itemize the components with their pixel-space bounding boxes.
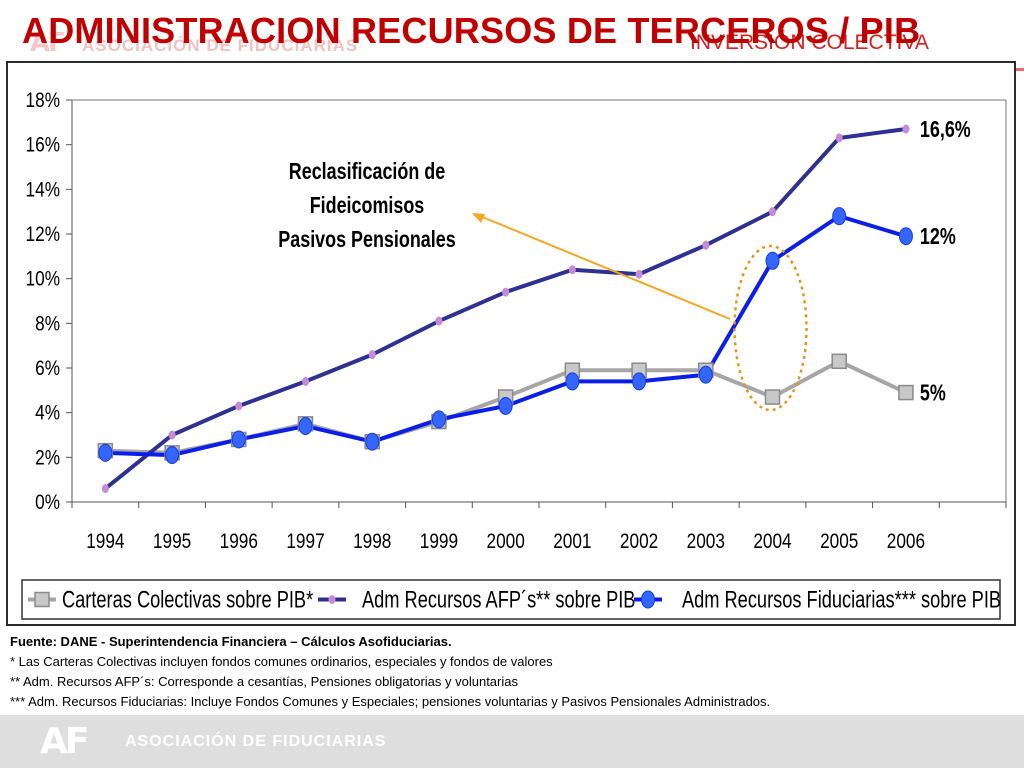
x-tick-label: 2002 [620, 531, 658, 554]
footnotes: Fuente: DANE - Superintendencia Financie… [10, 632, 1010, 712]
series-line-afp [104, 127, 907, 491]
line-chart: 0% 2% 4% 6% 8% 10% 12% 14% 16% 18% 1994 1995 1996 199… [21, 90, 1007, 620]
data-point-fiduciarias [898, 227, 913, 246]
footnote-fiduciarias: *** Adm. Recursos Fiduciarias: Incluye F… [10, 694, 771, 709]
series-line-fiduciarias [105, 214, 907, 458]
data-point-afp [835, 133, 843, 143]
legend-label: Carteras Colectivas sobre PIB* [62, 586, 313, 613]
y-tick-label: 10% [26, 268, 60, 291]
data-point-fiduciarias [632, 372, 647, 391]
page-title: ADMINISTRACION RECURSOS DE TERCEROS / PI… [22, 10, 921, 51]
data-point-afp [769, 207, 776, 217]
highlight-ellipse [733, 244, 808, 412]
y-tick-label: 18% [26, 90, 60, 113]
data-point-afp [435, 316, 443, 326]
data-point-fiduciarias [298, 417, 313, 436]
y-tick-label: 8% [35, 313, 60, 336]
y-tick-label: 4% [35, 402, 60, 425]
x-tick-label: 2001 [553, 531, 591, 554]
x-tick-label: 2004 [753, 531, 792, 554]
data-point-fiduciarias [98, 443, 113, 462]
y-tick-label: 12% [26, 224, 60, 247]
legend-swatch-marker [328, 595, 336, 604]
data-point-afp [101, 484, 109, 494]
end-label: 5% [920, 380, 946, 406]
annotation-arrowhead [472, 213, 485, 223]
source-note: Fuente: DANE - Superintendencia Financie… [10, 634, 452, 649]
data-point-afp [568, 265, 576, 275]
footer-bar: AF ASOCIACIÓN DE FIDUCIARIAS [0, 715, 1024, 768]
end-label: 12% [920, 224, 956, 250]
data-point-fiduciarias [765, 251, 780, 270]
legend-label: Adm Recursos AFP´s** sobre PIB [362, 586, 635, 613]
y-tick-label: 2% [35, 447, 60, 470]
slide-header: AF ASOCIACIÓN DE FIDUCIARIAS INVERSIÓN C… [0, 0, 1024, 62]
data-point-fiduciarias [698, 365, 713, 384]
annotation-text: Reclasificación de [289, 159, 445, 185]
data-point-fiduciarias [165, 446, 180, 465]
x-tick-label: 2003 [687, 531, 725, 554]
y-tick-label: 16% [26, 134, 60, 157]
data-point-fiduciarias [498, 396, 513, 415]
watermark-logo: AF [30, 28, 66, 58]
y-tick-label: 14% [26, 179, 60, 202]
footnote-afp: ** Adm. Recursos AFP´s: Corresponde a ce… [10, 674, 518, 689]
data-point-fiduciarias [231, 430, 246, 449]
data-point-carteras [764, 389, 781, 405]
annotation-arrow [479, 215, 731, 320]
watermark-text: ASOCIACIÓN DE FIDUCIARIAS [82, 36, 359, 55]
data-point-afp [368, 350, 376, 360]
y-tick-label: 6% [35, 358, 60, 381]
end-label: 16,6% [920, 117, 971, 143]
data-point-afp [168, 430, 176, 440]
data-point-carteras [831, 353, 847, 370]
x-tick-label: 1997 [286, 531, 324, 554]
annotation-text: Fideicomisos [310, 193, 425, 219]
data-point-afp [235, 401, 243, 411]
annotation-text: Pasivos Pensionales [278, 227, 455, 253]
x-tick-label: 1995 [153, 531, 191, 554]
data-point-afp [635, 269, 643, 279]
y-tick-label: 0% [35, 492, 60, 515]
legend-box [21, 579, 1001, 620]
legend-swatch-marker [34, 591, 50, 608]
data-point-afp [902, 124, 910, 134]
x-tick-label: 1994 [86, 531, 125, 554]
footnote-carteras: * Las Carteras Colectivas incluyen fondo… [10, 654, 553, 669]
x-tick-label: 1999 [420, 531, 458, 554]
data-point-fiduciarias [431, 410, 446, 429]
data-point-afp [702, 240, 710, 250]
footer-logo: AF [40, 721, 89, 762]
data-point-fiduciarias [832, 207, 847, 226]
x-tick-label: 1996 [220, 531, 258, 554]
data-point-afp [302, 376, 309, 386]
page-subtitle: INVERSIÓN COLECTIVA [690, 31, 929, 54]
x-tick-label: 2006 [887, 531, 925, 554]
data-point-fiduciarias [365, 432, 380, 451]
x-tick-label: 2005 [820, 531, 858, 554]
x-tick-label: 1998 [353, 531, 391, 554]
legend-label: Adm Recursos Fiduciarias*** sobre PIB [682, 586, 1001, 613]
data-point-fiduciarias [565, 372, 580, 391]
data-point-carteras [898, 384, 914, 401]
data-point-afp [502, 287, 510, 297]
footer-logo-text: ASOCIACIÓN DE FIDUCIARIAS [125, 733, 387, 750]
x-tick-label: 2000 [487, 531, 525, 554]
chart-frame [6, 61, 1016, 626]
legend-swatch-marker [641, 590, 655, 609]
